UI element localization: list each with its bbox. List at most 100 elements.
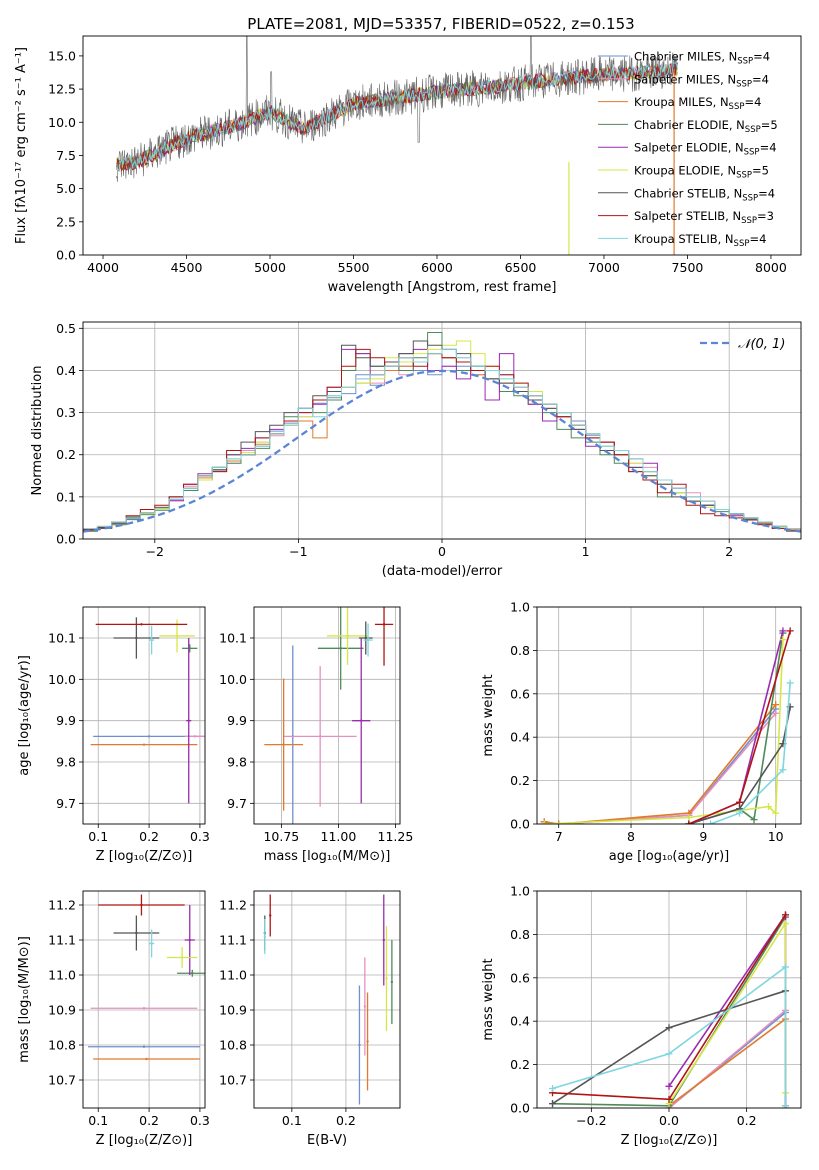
weight-marker <box>772 701 780 709</box>
mass-vs-ebv-axes: 0.1 0.2 10.7 10.8 10.9 11.0 11.1 11.2 E(B-V) <box>219 898 356 1149</box>
weight-vs-z-axes: −0.2 0.0 0.2 0.0 0.2 0.4 0.6 0.8 1.0 Z [log₁₀(Z/Z… <box>481 884 757 1149</box>
legend-label-tail: =4 <box>760 141 777 155</box>
mass-vs-z-xtick-label: 0.1 <box>88 1113 108 1128</box>
mass-vs-ebv-ytick-label: 10.9 <box>219 1003 247 1018</box>
data-point <box>269 914 272 917</box>
residual-histogram <box>83 348 801 539</box>
weight-vs-z-ytick-label: 0.2 <box>510 1057 530 1072</box>
weight-vs-age-ytick-label: 1.0 <box>510 600 530 615</box>
legend-label-sub: SSP <box>736 79 752 89</box>
age-vs-mass-xtick-label: 11.00 <box>321 829 357 844</box>
weight-marker <box>665 1095 673 1103</box>
mass-vs-z-axes: 0.1 0.2 0.3 10.7 10.8 10.9 11.0 11.1 11.2 Z [log₁… <box>17 898 210 1149</box>
spectrum-xtick-label: 7000 <box>588 260 620 275</box>
mass-vs-ebv-ytick-label: 10.8 <box>219 1038 247 1053</box>
weight-marker <box>779 766 787 774</box>
spectrum-panel: 4000 4500 5000 5500 6000 6500 7000 7500 8000 0.0 2… <box>14 35 802 295</box>
legend-label-main: Chabrier ELODIE, N <box>634 118 745 132</box>
age-vs-mass-panel: 10.75 11.00 11.25 9.7 9.8 9.9 10.0 10.1 mass [lo… <box>219 606 413 864</box>
data-point <box>385 977 388 980</box>
weight-marker <box>772 709 780 717</box>
age-vs-mass-ytick-label: 9.9 <box>227 713 247 728</box>
age-vs-z-points-group <box>90 617 205 804</box>
spectrum-series-group <box>115 36 678 255</box>
residuals-ytick-label: 0.2 <box>56 447 76 462</box>
legend-label-sub: SSP <box>734 239 750 249</box>
data-point <box>366 1040 369 1043</box>
mass-vs-ebv-xlabel: E(B-V) <box>307 1133 347 1148</box>
weight-marker <box>665 1050 673 1058</box>
weight-vs-age-ytick-label: 0.4 <box>510 730 530 745</box>
weight-marker <box>786 627 794 635</box>
weight-marker <box>736 809 744 817</box>
data-point <box>339 647 342 650</box>
weight-vs-z-frame <box>536 890 802 1109</box>
data-point <box>187 719 190 722</box>
data-point <box>263 935 267 938</box>
weight-marker <box>750 816 758 824</box>
legend-label-tail: =4 <box>752 72 769 86</box>
data-point <box>188 938 191 942</box>
legend-label-tail: =5 <box>752 164 769 178</box>
weight-vs-age-ytick-label: 0.6 <box>510 686 530 701</box>
weight-vs-age-frame <box>536 606 802 825</box>
weight-marker <box>685 820 693 824</box>
residuals-xtick-label: −2 <box>146 544 164 559</box>
mass-vs-ebv-ytick-label: 11.2 <box>219 898 247 913</box>
weight-vs-z-xtick-label: 0.0 <box>659 1113 679 1128</box>
spectrum-xtick-label: 5000 <box>254 260 286 275</box>
age-vs-z-ytick-label: 9.8 <box>56 755 76 770</box>
age-vs-mass-ytick-label: 9.8 <box>227 755 247 770</box>
weight-marker <box>665 1082 673 1090</box>
age-vs-mass-grid <box>254 607 400 824</box>
residuals-axes: −2 −1 0 1 2 0.0 0.1 0.2 0.3 0.4 0.5 (data-model)/er… <box>30 321 733 579</box>
legend-label-tail: =4 <box>749 232 766 246</box>
data-point <box>282 743 285 746</box>
age-vs-mass-xtick-label: 10.75 <box>263 829 299 844</box>
mass-vs-z-points-group <box>88 894 205 1061</box>
weight-vs-age-axes: 7 8 9 10 0.0 0.2 0.4 0.6 0.8 1.0 age [log₁₀(age/yr… <box>481 600 784 865</box>
age-vs-z-ylabel: age [log₁₀(age/yr)] <box>17 655 32 776</box>
spectrum-xtick-label: 4500 <box>171 260 203 275</box>
weight-vs-z-ytick-label: 0.6 <box>510 970 530 985</box>
age-vs-mass-frame <box>253 606 401 825</box>
weight-marker <box>781 920 789 928</box>
data-point <box>366 638 370 642</box>
age-vs-z-ytick-label: 10.1 <box>48 631 76 646</box>
mass-vs-z-xtick-label: 0.2 <box>139 1113 159 1128</box>
age-vs-mass-ytick-label: 10.1 <box>219 631 247 646</box>
weight-vs-z-ytick-label: 0.8 <box>510 927 530 942</box>
mass-vs-z-xtick-label: 0.3 <box>190 1113 210 1128</box>
age-vs-z-xlabel: Z [log₁₀(Z/Z⊙)] <box>96 849 193 864</box>
weight-marker <box>540 820 548 824</box>
legend-label: Chabrier STELIB, NSSP=4 <box>634 186 775 203</box>
data-point <box>140 623 143 626</box>
weight-vs-age-xtick-label: 7 <box>555 829 563 844</box>
weight-marker <box>781 911 789 919</box>
legend-label-tail: =4 <box>758 186 775 200</box>
residuals-xtick-label: −1 <box>289 544 307 559</box>
legend-label-tail: =4 <box>753 50 770 64</box>
residuals-ylabel: Normed distribution <box>30 366 45 496</box>
spectrum-axes: 4000 4500 5000 5500 6000 6500 7000 7500 8000 0.0 2… <box>14 47 787 295</box>
age-vs-z-frame <box>82 606 206 825</box>
weight-marker <box>665 1024 673 1032</box>
legend-label-sub: SSP <box>745 125 761 135</box>
weight-vs-z-ytick-label: 0.4 <box>510 1014 530 1029</box>
mass-vs-z-ytick-label: 11.1 <box>48 933 76 948</box>
data-point <box>140 903 143 907</box>
mass-vs-z-ytick-label: 10.9 <box>48 1003 76 1018</box>
legend-label: Salpeter ELODIE, NSSP=4 <box>634 141 777 158</box>
spectrum-ytick-label: 0.0 <box>56 248 76 263</box>
figure-title: PLATE=2081, MJD=53357, FIBERID=0522, z=0… <box>247 15 634 33</box>
mass-vs-z-xlabel: Z [log₁₀(Z/Z⊙)] <box>96 1133 193 1148</box>
mass-vs-ebv-ytick-label: 11.0 <box>219 968 247 983</box>
weight-marker <box>786 679 794 687</box>
legend-label: Chabrier ELODIE, NSSP=5 <box>634 118 778 135</box>
weight-marker <box>549 1100 557 1108</box>
spectrum-xtick-label: 8000 <box>755 260 787 275</box>
mass-vs-z-frame <box>82 890 206 1109</box>
weight-marker <box>549 1084 557 1092</box>
